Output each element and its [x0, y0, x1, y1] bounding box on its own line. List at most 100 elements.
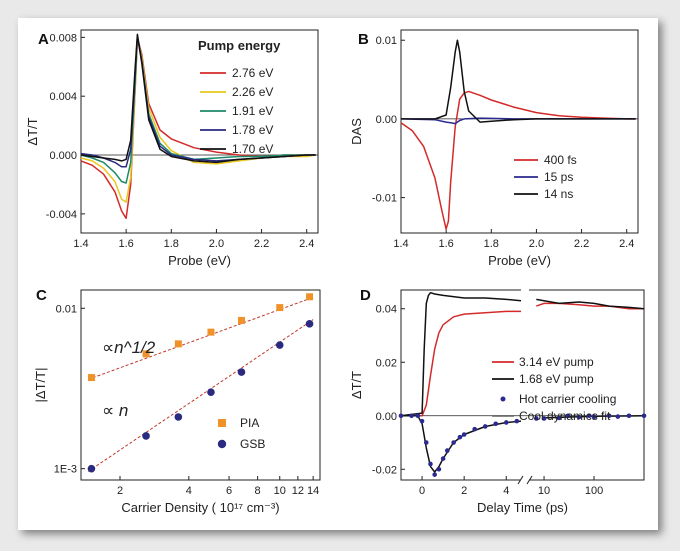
chart-a-ytick-label: 0.000: [49, 150, 77, 162]
chart-a-ytick-label: 0.004: [49, 91, 77, 103]
chart-d-legend-label-1: 1.68 eV pump: [519, 372, 594, 386]
chart-d-cooling-point: [428, 461, 433, 467]
chart-c-pia-point: [142, 350, 150, 358]
chart-c-xtick-label: 14: [307, 485, 319, 497]
chart-c-xtick-label: 6: [226, 485, 232, 497]
chart-d-legend-swatch-2: [500, 396, 506, 402]
chart-d-cooling-point: [493, 421, 499, 427]
chart-d-cooling-point: [445, 448, 450, 453]
chart-d-cooling-point: [432, 472, 437, 477]
chart-d-cooling-point: [419, 418, 425, 424]
chart-d-cooling-point: [514, 418, 520, 424]
chart-b-ytick-label: 0.01: [376, 35, 397, 47]
chart-b-ylabel: DAS: [349, 118, 364, 145]
chart-b-xlabel: Probe (eV): [488, 253, 551, 268]
chart-d-cooling-point: [641, 413, 647, 419]
chart-c-gsb-point: [305, 320, 314, 328]
panel-letter-d: D: [360, 287, 371, 304]
chart-d-cooling-point: [565, 413, 571, 419]
chart-d-cooling-point: [626, 413, 632, 419]
chart-c-gsb-point: [174, 413, 183, 421]
chart-d-cooling-point: [461, 432, 467, 437]
chart-a-legend-label-3: 1.78 eV: [232, 123, 273, 137]
chart-c-xtick-label: 10: [274, 485, 286, 497]
chart-d-cooling-point: [576, 414, 582, 420]
figure: A 1.4 1.6 1.8 2.0 2.2 2.4 -0.004 0.000 0.004 0.008…: [18, 18, 658, 530]
chart-c-xtick-label: 8: [255, 485, 261, 497]
chart-b-series-line-2: [401, 39, 636, 123]
chart-b-legend-label-0: 400 fs: [544, 153, 577, 167]
chart-a-legend-label-2: 1.91 eV: [232, 104, 273, 118]
chart-b-xtick-label: 2.0: [529, 238, 544, 250]
chart-b-legend-label-1: 15 ps: [544, 170, 573, 184]
chart-a-legend-label-0: 2.76 eV: [232, 66, 273, 80]
chart-a-series-line-0: [80, 36, 316, 220]
chart-d-cooling-point: [398, 413, 404, 419]
chart-d-ytick-label: 0.00: [376, 411, 397, 423]
chart-c-fit-line-1: [87, 319, 314, 472]
chart-c-pia-point: [306, 293, 314, 301]
chart-d-series-line-1-left: [400, 291, 522, 417]
chart-c-pia-point: [207, 328, 215, 336]
chart-b-xtick-label: 1.4: [393, 238, 408, 250]
chart-a-legend-title: Pump energy: [198, 38, 281, 53]
chart-d-cooling-point: [409, 413, 414, 419]
chart-b-ytick-label: -0.01: [372, 193, 397, 205]
chart-d-xlabel: Delay Time (ps): [477, 500, 568, 515]
chart-b-xtick-label: 2.2: [574, 238, 589, 250]
chart-d-xtick-label: 4: [503, 485, 509, 497]
chart-d-cooling-point: [440, 456, 446, 461]
chart-c-ylabel: |ΔT/T|: [33, 368, 48, 403]
chart-c-gsb-point: [87, 464, 96, 473]
chart-c-xlabel: Carrier Density ( 10¹⁷ cm⁻³): [121, 500, 279, 515]
chart-d-break-mark-1: [517, 475, 524, 485]
chart-d-xtick-label: 0: [419, 485, 425, 497]
chart-a-xtick-label: 1.4: [73, 238, 88, 250]
chart-d-series-line-0-right: [536, 302, 644, 310]
chart-b-legend-label-2: 14 ns: [544, 187, 573, 201]
chart-b-xtick-label: 1.8: [484, 238, 499, 250]
chart-c-legend-label-0: PIA: [240, 416, 259, 430]
chart-c-plot-frame: [80, 289, 321, 481]
chart-d-ytick-label: 0.04: [376, 304, 397, 316]
chart-d-cooling-point: [451, 440, 456, 445]
chart-d-xtick-label: 2: [461, 485, 467, 497]
chart-d-cooling-point: [591, 414, 597, 420]
chart-a-xtick-label: 1.8: [164, 238, 179, 250]
chart-d-cooling-point: [423, 440, 429, 445]
chart-a-xtick-label: 2.0: [209, 238, 224, 250]
chart-d-ytick-label: -0.02: [372, 464, 397, 476]
chart-d-axis-break-top: [521, 289, 529, 292]
chart-d-legend-label-0: 3.14 eV pump: [519, 355, 594, 369]
chart-c-gsb-point: [275, 341, 284, 349]
chart-d-xtick-label: 100: [585, 485, 603, 497]
chart-d-cooling-point: [534, 416, 539, 421]
chart-c-gsb-point: [207, 388, 215, 396]
panel-letter-b: B: [358, 31, 369, 48]
chart-d-series-line-1-right: [536, 298, 645, 310]
chart-c-annotation-linear: ∝ n: [102, 401, 128, 420]
chart-d-legend-label-2: Hot carrier cooling: [519, 392, 616, 406]
chart-c-pia-point: [174, 340, 182, 348]
chart-d-axis-break-bottom: [521, 479, 529, 482]
chart-c-legend-label-1: GSB: [240, 437, 265, 451]
chart-b-xtick-label: 2.4: [619, 238, 634, 250]
chart-d-series-line-3-left: [401, 415, 522, 473]
chart-c-gsb-point: [142, 432, 150, 440]
chart-b-xtick-label: 1.6: [438, 238, 453, 250]
chart-c-pia-point: [237, 316, 245, 324]
chart-a-ytick-label: -0.004: [46, 209, 77, 221]
chart-a-xtick-label: 2.2: [254, 238, 269, 250]
chart-a-ylabel: ΔT/T: [25, 117, 40, 145]
chart-a-ytick-label: 0.008: [49, 32, 77, 44]
panel-letter-c: C: [36, 287, 47, 304]
chart-c-pia-point: [87, 374, 95, 382]
chart-d-cooling-point: [482, 424, 488, 429]
chart-d-cooling-point: [415, 413, 421, 419]
chart-a-legend-label-4: 1.70 eV: [232, 142, 273, 156]
chart-a-xtick-label: 1.6: [118, 238, 133, 250]
chart-d-ylabel: ΔT/T: [349, 371, 364, 399]
chart-d-cooling-point: [457, 434, 463, 440]
chart-d-axis-break-gap: [521, 291, 529, 479]
chart-d-cooling-point: [436, 466, 442, 472]
